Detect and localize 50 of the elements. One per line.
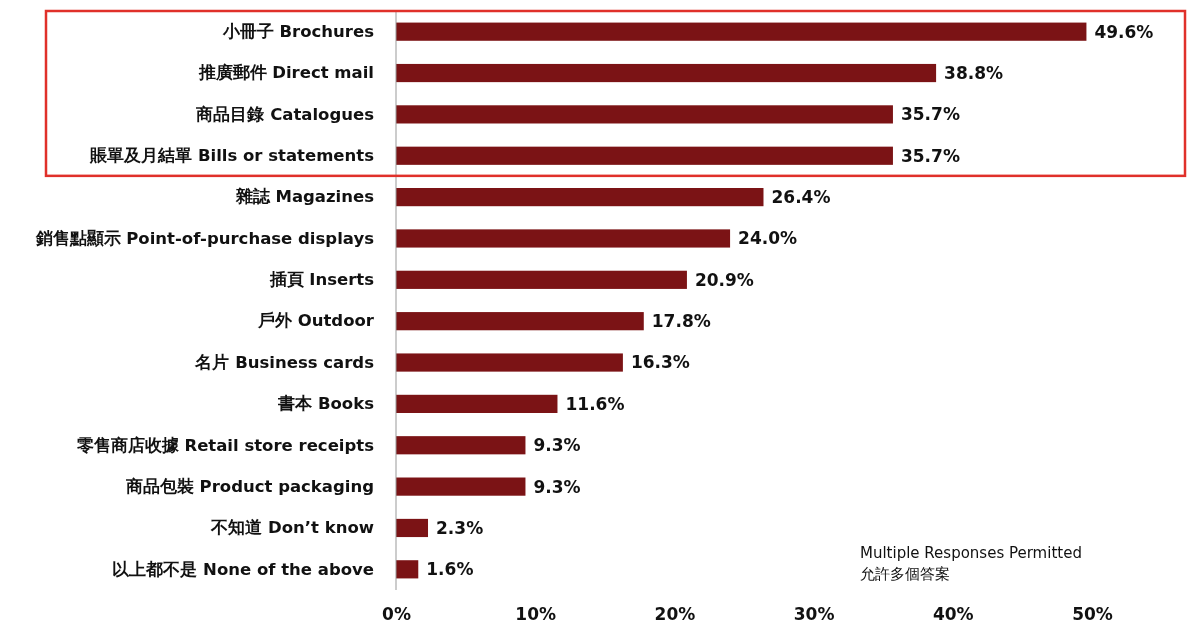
- bar: [396, 312, 644, 331]
- data-label: 24.0%: [738, 228, 798, 249]
- data-label: 35.7%: [900, 145, 960, 166]
- bar: [396, 560, 419, 579]
- data-label: 11.6%: [565, 393, 625, 414]
- bar: [396, 63, 937, 83]
- annotation: 允許多個答案: [860, 565, 950, 583]
- bar: [396, 436, 526, 455]
- bar: [396, 105, 893, 124]
- x-tick-label: 40%: [932, 604, 974, 625]
- y-tick-label: 零售商店收據 Retail store receipts: [76, 435, 375, 455]
- data-label: 20.9%: [694, 269, 754, 290]
- data-label: 2.3%: [436, 517, 484, 538]
- y-tick-label: 以上都不是 None of the above: [112, 559, 374, 579]
- y-tick-label: 不知道 Don’t know: [210, 518, 374, 538]
- bar: [396, 394, 558, 413]
- annotation: Multiple Responses Permitted: [860, 544, 1082, 562]
- bar: [396, 22, 1087, 41]
- x-tick-label: 50%: [1072, 604, 1113, 625]
- bar: [396, 270, 687, 289]
- data-label: 26.4%: [771, 187, 831, 208]
- data-label: 49.6%: [1094, 21, 1154, 42]
- bar: [396, 353, 623, 372]
- y-tick-label: 銷售點顯示 Point-of-purchase displays: [34, 228, 375, 248]
- bar: [396, 146, 893, 165]
- y-tick-label: 名片 Business cards: [194, 352, 375, 372]
- bar: [396, 518, 429, 538]
- y-tick-label: 賬單及月結單 Bills or statements: [89, 146, 375, 166]
- data-label: 1.6%: [426, 559, 474, 580]
- x-tick-label: 30%: [793, 604, 835, 625]
- x-tick-label: 10%: [515, 604, 557, 625]
- data-label: 16.3%: [630, 352, 690, 373]
- x-tick-label: 0%: [382, 604, 411, 625]
- data-label: 38.8%: [944, 62, 1004, 83]
- bar: [396, 477, 526, 496]
- y-tick-label: 商品包裝 Product packaging: [124, 476, 374, 496]
- y-tick-label: 小冊子 Brochures: [221, 21, 375, 41]
- data-label: 9.3%: [533, 476, 581, 497]
- data-label: 35.7%: [900, 104, 960, 125]
- x-tick-label: 20%: [654, 604, 696, 625]
- bar: [396, 229, 731, 248]
- y-tick-label: 商品目錄 Catalogues: [195, 104, 375, 124]
- bar: [396, 188, 764, 207]
- y-tick-label: 推廣郵件 Direct mail: [197, 63, 374, 83]
- y-tick-label: 雜誌 Magazines: [234, 187, 375, 207]
- y-tick-label: 插頁 Inserts: [268, 270, 375, 290]
- data-label: 9.3%: [533, 435, 581, 456]
- y-tick-label: 書本 Books: [277, 394, 375, 414]
- y-tick-label: 戶外 Outdoor: [256, 311, 375, 331]
- data-label: 17.8%: [651, 311, 711, 332]
